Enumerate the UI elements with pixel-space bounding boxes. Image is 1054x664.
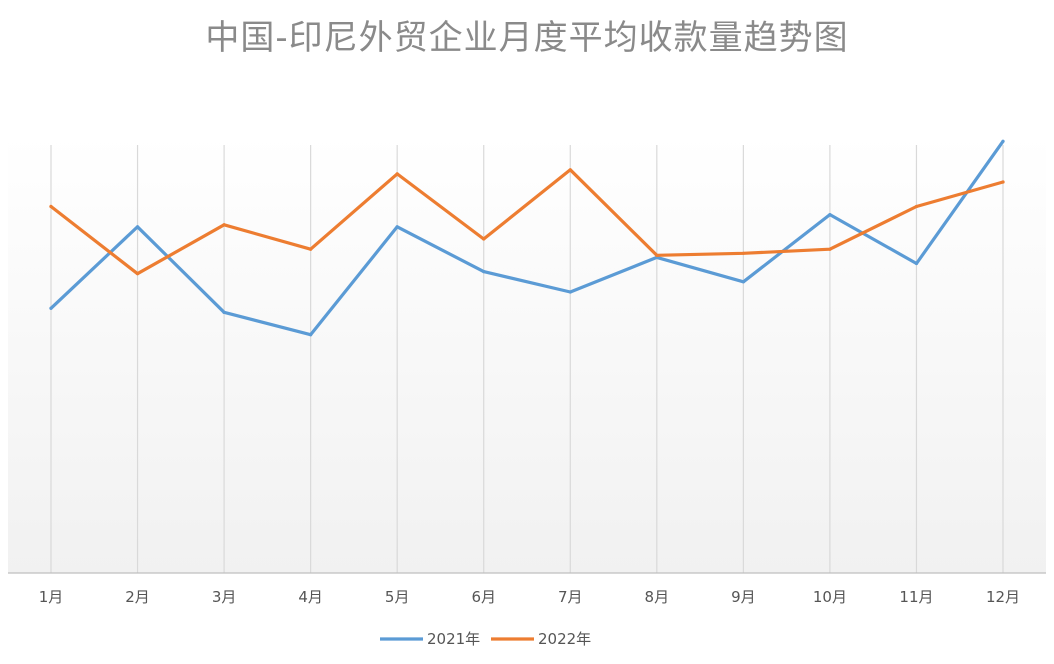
data-point: [914, 261, 919, 266]
legend-label: 2022年: [538, 630, 591, 648]
grid-lines: [50, 145, 1004, 573]
x-tick-label: 7月: [558, 588, 583, 606]
x-tick-label: 5月: [385, 588, 410, 606]
data-point: [1001, 180, 1005, 184]
data-point: [914, 204, 919, 209]
data-point: [395, 172, 399, 176]
data-point: [482, 237, 486, 241]
data-point: [49, 306, 53, 310]
x-axis-ticks: 1月 2月 3月 4月 5月 6月 7月 8月 9月 10月 11月 12月: [39, 588, 1020, 606]
legend-label: 2021年: [427, 630, 480, 648]
data-point: [828, 247, 832, 251]
data-point: [568, 168, 572, 172]
legend: 2021年 2022年: [380, 630, 591, 648]
data-point: [309, 247, 313, 251]
series-lines: [49, 139, 1005, 337]
series-line-2: [49, 168, 1005, 276]
x-tick-label: 8月: [645, 588, 670, 606]
x-tick-label: 4月: [298, 588, 323, 606]
series-line-1: [49, 139, 1005, 337]
data-point: [135, 272, 140, 276]
data-point: [1001, 139, 1005, 143]
data-point: [222, 310, 226, 314]
x-tick-label: 9月: [731, 588, 756, 606]
data-point: [49, 204, 53, 209]
data-point: [222, 223, 226, 227]
data-point: [135, 225, 140, 229]
chart-title: 中国-印尼外贸企业月度平均收款量趋势图: [205, 18, 849, 58]
x-tick-label: 6月: [471, 588, 496, 606]
x-tick-label: 3月: [212, 588, 237, 606]
data-point: [309, 333, 313, 337]
data-point: [655, 253, 659, 257]
plot-area: [8, 135, 1046, 573]
data-point: [568, 290, 572, 294]
x-tick-label: 11月: [899, 588, 933, 606]
data-point: [741, 251, 745, 255]
data-point: [482, 270, 486, 274]
x-tick-label: 10月: [813, 588, 847, 606]
data-point: [395, 225, 399, 229]
x-tick-label: 12月: [986, 588, 1020, 606]
data-point: [828, 213, 832, 217]
x-tick-label: 1月: [39, 588, 64, 606]
x-tick-label: 2月: [125, 588, 150, 606]
data-point: [741, 280, 745, 284]
